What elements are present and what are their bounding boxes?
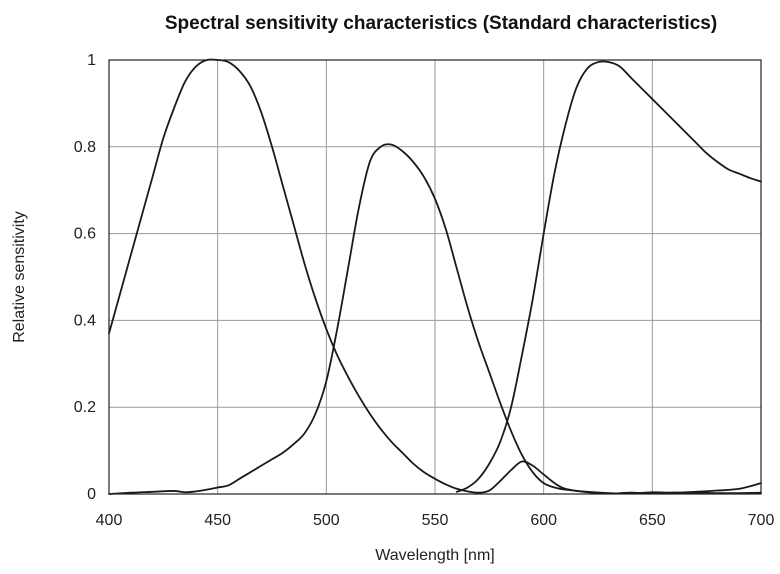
x-axis-label: Wavelength [nm]: [375, 547, 494, 564]
x-tick-label-6: 700: [748, 512, 775, 529]
x-tick-label-1: 450: [204, 512, 231, 529]
x-tick-label-4: 600: [530, 512, 557, 529]
y-tick-label-3: 0.6: [74, 226, 96, 243]
y-tick-label-5: 1: [87, 52, 96, 69]
y-axis-label: Relative sensitivity: [11, 211, 28, 343]
series-layer: [108, 58, 762, 495]
y-tick-label-0: 0: [87, 486, 96, 503]
x-tick-label-3: 550: [422, 512, 449, 529]
y-tick-labels: 0 0.2 0.4 0.6 0.8 1: [74, 52, 96, 503]
series-line-2: [108, 143, 762, 495]
x-tick-label-0: 400: [96, 512, 123, 529]
plot-frame: [108, 59, 762, 495]
y-tick-label-4: 0.8: [74, 139, 96, 156]
x-tick-label-2: 500: [313, 512, 340, 529]
x-tick-label-5: 650: [639, 512, 666, 529]
series-line-3: [455, 60, 762, 493]
chart-title: Spectral sensitivity characteristics (St…: [165, 13, 717, 34]
y-tick-label-1: 0.2: [74, 399, 96, 416]
grid-layer: [109, 60, 761, 494]
x-tick-labels: 400 450 500 550 600 650 700: [96, 512, 775, 529]
y-tick-label-2: 0.4: [74, 312, 96, 329]
